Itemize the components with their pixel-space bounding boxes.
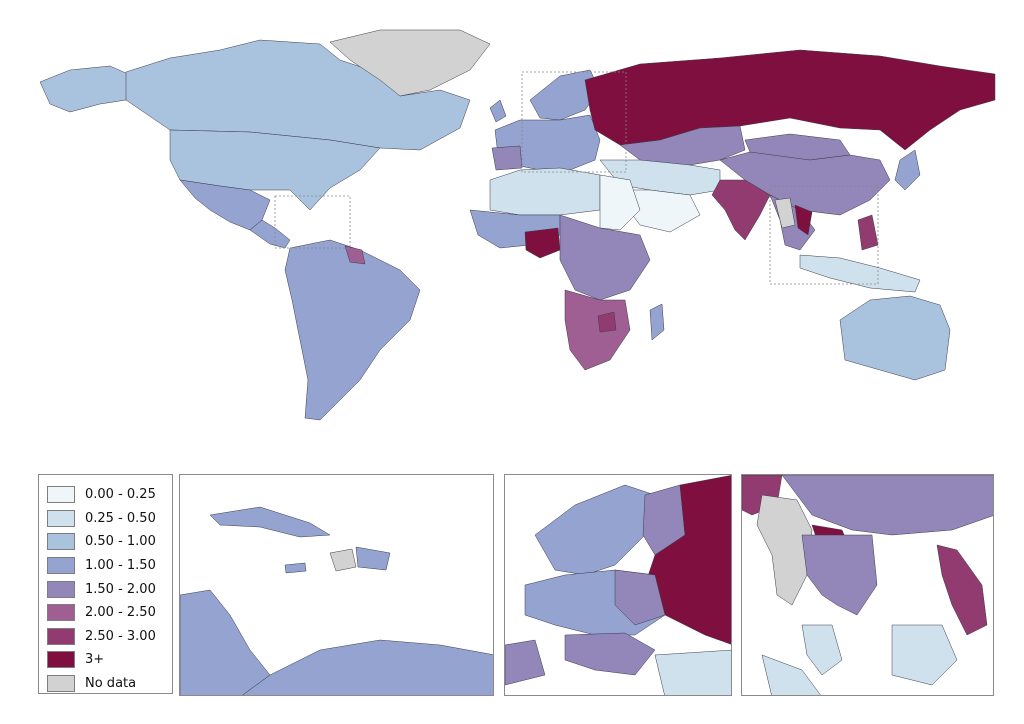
region-central-america bbox=[249, 219, 291, 249]
region-madagascar bbox=[649, 303, 665, 341]
inset-myanmar bbox=[756, 494, 813, 606]
inset-marker-europe bbox=[521, 71, 627, 173]
inset-scandinavia bbox=[534, 484, 656, 576]
region-central-africa bbox=[559, 214, 651, 301]
legend-label: 0.25 - 0.50 bbox=[85, 510, 156, 526]
legend: 0.00 - 0.25 0.25 - 0.50 0.50 - 1.00 1.00 - … bbox=[38, 474, 173, 694]
region-laos bbox=[794, 204, 813, 236]
legend-label: No data bbox=[85, 676, 137, 692]
legend-item: 1.50 - 2.00 bbox=[47, 577, 164, 601]
legend-label: 3+ bbox=[85, 652, 105, 668]
inset-ukraine bbox=[614, 569, 666, 626]
inset-caribbean-map bbox=[180, 506, 493, 695]
legend-swatch bbox=[47, 604, 75, 622]
legend-label: 2.00 - 2.50 bbox=[85, 605, 156, 621]
legend-item: 0.00 - 0.25 bbox=[47, 483, 164, 507]
inset-marker-southeast-asia bbox=[769, 185, 879, 285]
inset-borneo bbox=[891, 624, 958, 686]
inset-southeast-asia bbox=[741, 474, 994, 696]
inset-jamaica bbox=[284, 562, 307, 574]
legend-swatch bbox=[47, 557, 75, 575]
inset-central-america bbox=[180, 589, 271, 695]
legend-label: 1.50 - 2.00 bbox=[85, 581, 156, 597]
region-myanmar bbox=[774, 197, 796, 229]
legend-item: 1.00 - 1.50 bbox=[47, 554, 164, 578]
inset-indochina bbox=[801, 534, 878, 616]
legend-label: 0.50 - 1.00 bbox=[85, 534, 156, 550]
legend-swatch bbox=[47, 651, 75, 669]
region-philippines bbox=[857, 214, 879, 251]
legend-item: 0.25 - 0.50 bbox=[47, 507, 164, 531]
inset-caribbean bbox=[179, 474, 494, 696]
inset-marker-caribbean bbox=[274, 195, 351, 249]
legend-swatch bbox=[47, 627, 75, 645]
legend-item: 2.00 - 2.50 bbox=[47, 601, 164, 625]
region-indonesia bbox=[799, 254, 921, 293]
inset-southeast-asia-map bbox=[742, 475, 993, 695]
legend-swatch bbox=[47, 533, 75, 551]
inset-malaysia bbox=[801, 624, 843, 676]
region-sahara-east bbox=[599, 174, 641, 231]
legend-swatch bbox=[47, 675, 75, 693]
legend-item: 0.50 - 1.00 bbox=[47, 530, 164, 554]
inset-hispaniola-east bbox=[355, 546, 391, 571]
region-south-america bbox=[284, 239, 421, 421]
legend-label: 2.50 - 3.00 bbox=[85, 628, 156, 644]
region-iberia bbox=[491, 145, 523, 171]
inset-cuba bbox=[209, 506, 331, 538]
legend-item: No data bbox=[47, 672, 164, 693]
inset-balkans bbox=[564, 632, 656, 676]
legend-item: 3+ bbox=[47, 648, 164, 672]
legend-item: 2.50 - 3.00 bbox=[47, 625, 164, 649]
region-japan bbox=[894, 149, 921, 191]
inset-south-america bbox=[242, 639, 493, 695]
inset-hispaniola-west bbox=[329, 548, 357, 572]
region-zimbabwe bbox=[597, 311, 617, 333]
legend-label: 0.00 - 0.25 bbox=[85, 487, 156, 503]
region-north-africa bbox=[489, 167, 601, 216]
region-alaska bbox=[39, 65, 129, 113]
region-greenland bbox=[329, 29, 491, 97]
region-nigeria bbox=[524, 227, 561, 259]
region-southern-africa bbox=[564, 289, 631, 371]
inset-sumatra bbox=[761, 654, 821, 695]
inset-europe-map bbox=[505, 475, 731, 695]
legend-swatch bbox=[47, 509, 75, 527]
region-uk bbox=[489, 99, 507, 123]
legend-swatch bbox=[47, 486, 75, 504]
region-australia bbox=[839, 295, 951, 381]
region-india bbox=[711, 179, 771, 241]
inset-iberia bbox=[505, 639, 546, 686]
legend-swatch bbox=[47, 580, 75, 598]
legend-label: 1.00 - 1.50 bbox=[85, 558, 156, 574]
inset-china bbox=[781, 475, 993, 536]
inset-turkey bbox=[654, 649, 731, 695]
inset-europe bbox=[504, 474, 732, 696]
inset-philippines bbox=[936, 544, 988, 636]
region-guyana bbox=[344, 245, 366, 265]
